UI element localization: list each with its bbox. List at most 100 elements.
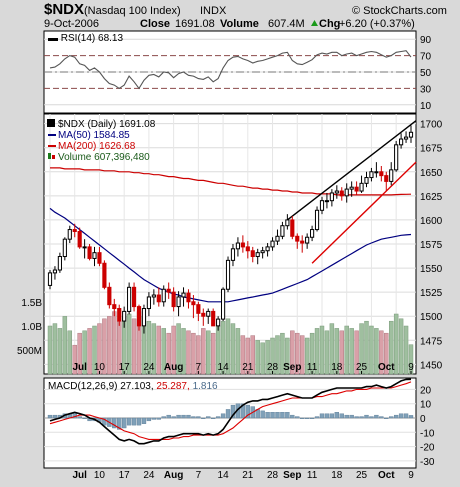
candle-body (52, 269, 58, 274)
candlesticks (47, 125, 414, 334)
close-value: 1691.08 (175, 18, 215, 30)
macd-hist-bar (339, 413, 344, 419)
candle-body (240, 242, 245, 248)
macd-x-day-label: 28 (267, 470, 279, 481)
volume-bar (354, 330, 359, 375)
macd-hist-bar (314, 416, 320, 419)
volume-bar (210, 332, 216, 375)
macd-hist-bar (196, 416, 201, 419)
chart-date: 9-Oct-2006 (44, 18, 99, 30)
x-day-label: 28 (267, 362, 279, 373)
price-tick-label: 1575 (420, 240, 443, 251)
macd-value: 27.103, (120, 381, 153, 392)
legend-swatch-volume-a (48, 153, 51, 159)
legend-ndx: $NDX (Daily) 1691.08 (58, 119, 156, 130)
volume-bar (225, 318, 231, 375)
rsi-tick-label: 30 (420, 84, 432, 95)
candle-body (329, 192, 334, 202)
macd-label-prefix: MACD(12,26,9) (48, 381, 117, 392)
candle-body (235, 242, 241, 250)
candle-body (87, 246, 92, 259)
candle-body (324, 200, 330, 203)
rsi-tick-label: 90 (420, 35, 432, 46)
volume-bar (384, 332, 389, 375)
macd-hist-bar (260, 410, 265, 419)
change-up-arrow-icon (311, 20, 318, 26)
macd-x-month-label: Aug (164, 470, 183, 481)
volume-bar (201, 328, 206, 375)
volume-tick-label: 500M (17, 346, 42, 357)
volume-bar (206, 330, 211, 375)
chg-label: Chg (319, 18, 340, 30)
candle-body (77, 230, 82, 248)
volume-bar (171, 325, 176, 375)
volume-bar (112, 311, 117, 375)
legend-ma200: MA(200) 1626.68 (58, 141, 136, 152)
volume-bar (364, 320, 369, 375)
x-day-label: 7 (196, 362, 202, 373)
watermark: © StockCharts.com (352, 5, 447, 17)
macd-tick-label: 10 (420, 400, 432, 411)
candle-body (408, 131, 414, 138)
ticker-name: (Nasdaq 100 Index) (84, 5, 181, 17)
volume-bar (339, 330, 344, 375)
candle-body (131, 286, 137, 308)
macd-x-day-label: 11 (307, 470, 318, 481)
price-tick-label: 1625 (420, 192, 443, 203)
legend-swatch-ndx (47, 119, 55, 127)
candle-body (374, 171, 379, 174)
price-tick-label: 1650 (420, 168, 443, 179)
candle-body (230, 248, 236, 261)
macd-hist-bar (102, 417, 107, 426)
candle-body (319, 200, 325, 211)
macd-hist-bar (166, 414, 171, 419)
candle-body (245, 246, 250, 252)
macd-hist-bar (379, 416, 384, 419)
candle-body (295, 235, 300, 242)
volume-bar (77, 332, 82, 375)
rsi-tick-label: 50 (420, 68, 432, 79)
moving-averages (49, 167, 412, 303)
rsi-series-line (49, 50, 412, 90)
volume-bar (186, 330, 191, 375)
candle-body (201, 312, 206, 317)
x-month-label: Jul (72, 362, 87, 373)
macd-hist-bar (151, 417, 157, 420)
volume-bar (304, 337, 310, 375)
macd-x-month-label: Oct (378, 470, 395, 481)
candle-body (220, 288, 226, 320)
candle-body (290, 219, 295, 237)
candle-body (265, 246, 270, 252)
volume-bar (398, 318, 404, 375)
candle-body (399, 138, 404, 146)
volume-bar (87, 328, 92, 375)
macd-tick-label: -20 (420, 443, 435, 454)
macd-hist-bar (191, 416, 196, 419)
candle-body (196, 304, 201, 314)
legend-swatch-volume-b (52, 155, 55, 159)
macd-hist-bar (141, 417, 147, 424)
candle-body (310, 229, 315, 238)
candle-body (379, 171, 384, 177)
hist-value: 1.816 (193, 381, 218, 392)
volume-bar (374, 328, 379, 375)
volume-bar (107, 316, 112, 375)
volume-bar (265, 340, 270, 375)
chg-value: +6.20 (+0.37%) (339, 18, 415, 30)
volume-bar (393, 313, 399, 375)
macd-hist-bar (270, 412, 275, 419)
candle-body (146, 296, 151, 310)
volume-bar (379, 330, 384, 375)
candle-body (314, 209, 320, 231)
macd-hist-bar (369, 416, 374, 419)
exchange-label: INDX (200, 5, 227, 17)
volume-bar (151, 323, 157, 375)
macd-histogram (47, 403, 414, 430)
price-tick-label: 1525 (420, 288, 443, 299)
candle-body (285, 219, 290, 227)
volume-bar (275, 335, 280, 375)
candle-body (102, 262, 107, 288)
volume-bar (131, 318, 137, 375)
candle-body (47, 272, 53, 286)
